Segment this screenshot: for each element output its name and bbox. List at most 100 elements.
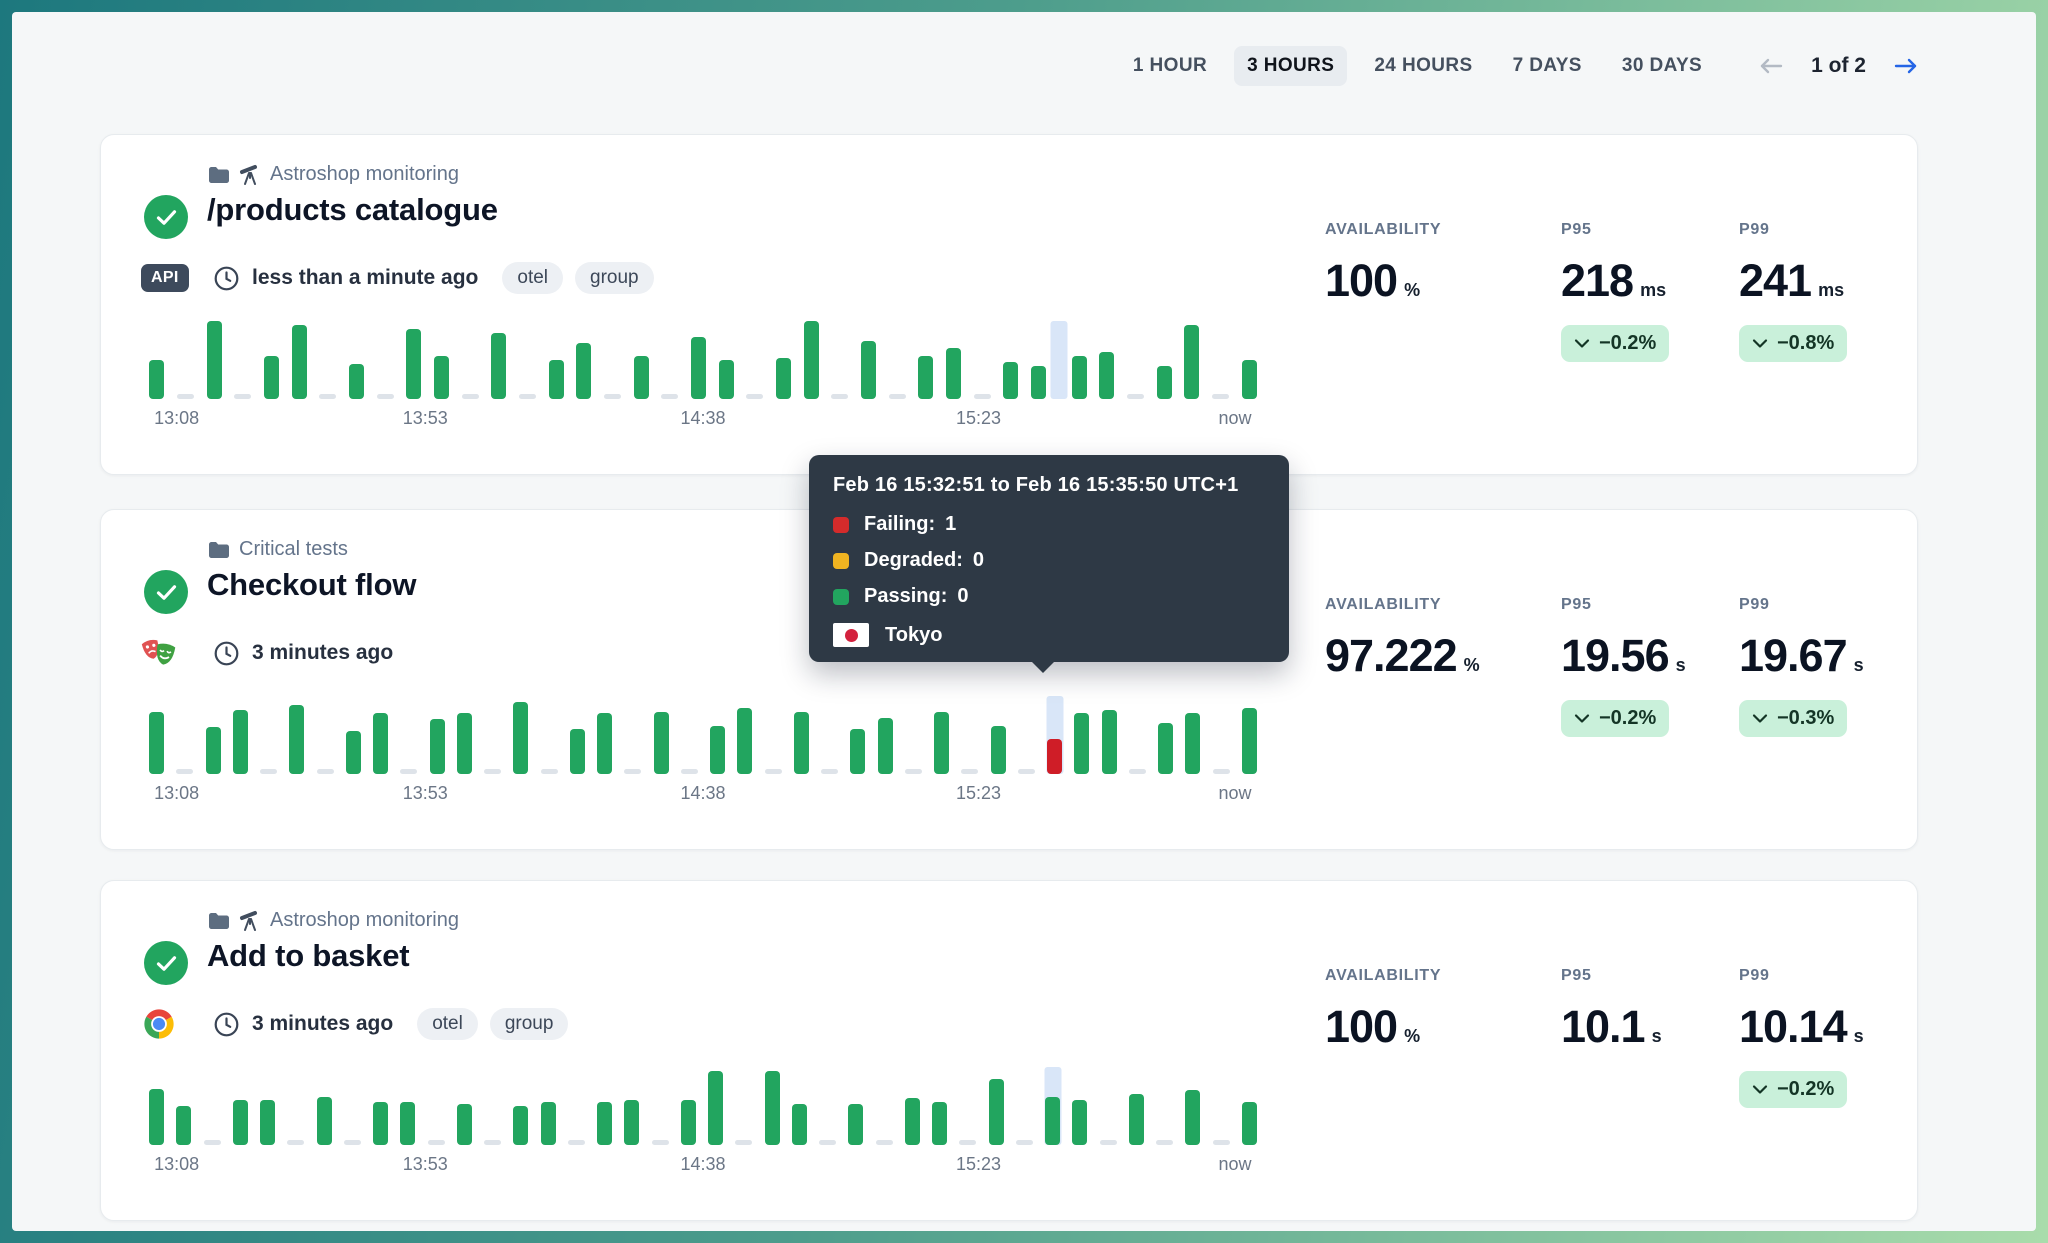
passing-run-bar[interactable] [1241, 707, 1257, 774]
chart-slot[interactable] [702, 1067, 729, 1145]
chart-slot[interactable] [842, 1067, 869, 1145]
failing-run-bar[interactable] [1047, 738, 1063, 774]
passing-run-bar[interactable] [349, 363, 365, 399]
chart-slot[interactable] [928, 696, 955, 774]
chart-slot[interactable] [478, 696, 507, 774]
passing-run-bar[interactable] [232, 710, 248, 774]
passing-run-bar[interactable] [904, 1098, 920, 1145]
chart-slot[interactable] [855, 321, 883, 399]
chart-slot[interactable] [788, 696, 815, 774]
chart-slot[interactable] [940, 321, 968, 399]
passing-run-bar[interactable] [633, 356, 649, 399]
passing-run-bar[interactable] [289, 705, 305, 774]
passing-run-bar[interactable] [990, 725, 1006, 774]
chart-slot[interactable] [1206, 321, 1236, 399]
chart-slot[interactable] [338, 1067, 367, 1145]
tab-3-hours[interactable]: 3 HOURS [1234, 46, 1348, 86]
chart-slot[interactable] [283, 696, 310, 774]
chart-slot[interactable] [422, 1067, 451, 1145]
passing-run-bar[interactable] [1071, 356, 1087, 399]
passing-run-bar[interactable] [205, 727, 221, 774]
chart-slot[interactable] [1012, 696, 1041, 774]
passing-run-bar[interactable] [848, 1104, 864, 1145]
chart-slot[interactable] [1152, 696, 1179, 774]
chart-slot[interactable] [562, 1067, 591, 1145]
chart-slot[interactable] [731, 696, 758, 774]
chart-slot[interactable] [770, 321, 798, 399]
passing-run-bar[interactable] [680, 1099, 696, 1145]
passing-run-bar[interactable] [597, 1102, 613, 1145]
passing-run-bar[interactable] [291, 324, 307, 399]
breadcrumb[interactable]: Astroshop monitoring [208, 909, 459, 932]
chart-slot[interactable] [1050, 321, 1068, 399]
chart-slot[interactable] [591, 1067, 618, 1145]
chart-slot[interactable] [535, 1067, 562, 1145]
passing-run-bar[interactable] [316, 1096, 332, 1145]
chart-slot[interactable] [899, 696, 928, 774]
chart-slot[interactable] [1207, 696, 1236, 774]
results-bar-chart[interactable]: 13:08 13:53 14:38 15:23 now [143, 1067, 1263, 1175]
passing-run-bar[interactable] [1099, 352, 1115, 399]
breadcrumb[interactable]: Critical tests [208, 538, 348, 561]
passing-run-bar[interactable] [406, 328, 422, 399]
passing-run-bar[interactable] [597, 713, 613, 774]
chart-slot[interactable] [1121, 321, 1151, 399]
chart-slot[interactable] [1235, 321, 1263, 399]
passing-run-bar[interactable] [1241, 1102, 1257, 1145]
passing-run-bar[interactable] [918, 356, 934, 399]
results-bar-chart[interactable]: 13:08 13:53 14:38 15:23 now [143, 321, 1263, 429]
chart-slot[interactable] [598, 321, 628, 399]
chart-slot[interactable] [200, 321, 228, 399]
passing-run-bar[interactable] [1185, 713, 1201, 774]
chart-slot[interactable] [542, 321, 570, 399]
passing-run-bar[interactable] [548, 360, 564, 399]
chart-slot[interactable] [394, 696, 423, 774]
chart-slot[interactable] [983, 1067, 1010, 1145]
passing-run-bar[interactable] [1128, 1094, 1144, 1145]
tag-pill[interactable]: group [575, 262, 654, 294]
chart-slot[interactable] [285, 321, 313, 399]
passing-run-bar[interactable] [540, 1102, 556, 1145]
passing-run-bar[interactable] [1156, 366, 1172, 399]
chart-slot[interactable] [311, 696, 340, 774]
passing-run-bar[interactable] [1072, 1099, 1088, 1145]
chart-slot[interactable] [370, 321, 400, 399]
passing-run-bar[interactable] [149, 711, 165, 774]
passing-run-bar[interactable] [850, 728, 866, 774]
chart-slot[interactable] [815, 696, 844, 774]
chart-slot[interactable] [1178, 321, 1206, 399]
chart-slot[interactable] [899, 1067, 926, 1145]
chart-slot[interactable] [428, 321, 456, 399]
chart-slot[interactable] [926, 1067, 953, 1145]
chart-slot[interactable] [513, 321, 543, 399]
passing-run-bar[interactable] [988, 1078, 1004, 1145]
chart-slot[interactable] [844, 696, 871, 774]
chart-slot[interactable] [367, 1067, 394, 1145]
passing-run-bar[interactable] [653, 711, 669, 774]
passing-run-bar[interactable] [429, 719, 445, 774]
chart-slot[interactable] [367, 696, 394, 774]
passing-run-bar[interactable] [803, 321, 819, 399]
chart-slot[interactable] [170, 696, 199, 774]
chart-slot[interactable] [1093, 321, 1121, 399]
check-title[interactable]: Add to basket [207, 938, 410, 973]
passing-run-bar[interactable] [1045, 1096, 1061, 1145]
chart-slot[interactable] [1236, 696, 1263, 774]
passing-run-bar[interactable] [1101, 710, 1117, 774]
chart-slot[interactable] [281, 1067, 310, 1145]
tab-24-hours[interactable]: 24 HOURS [1374, 55, 1473, 76]
chart-slot[interactable] [591, 696, 618, 774]
chart-slot[interactable] [712, 321, 740, 399]
next-page-arrow-icon[interactable] [1892, 56, 1920, 76]
chart-slot[interactable] [825, 321, 855, 399]
chart-slot[interactable] [311, 1067, 338, 1145]
tag-pill[interactable]: group [489, 1008, 569, 1040]
passing-run-bar[interactable] [434, 356, 450, 399]
passing-run-bar[interactable] [934, 711, 950, 774]
passing-run-bar[interactable] [776, 358, 792, 399]
chart-slot[interactable] [143, 321, 171, 399]
passing-run-bar[interactable] [513, 702, 529, 774]
passing-run-bar[interactable] [456, 713, 472, 774]
chart-slot[interactable] [227, 696, 254, 774]
chart-slot[interactable] [618, 1067, 645, 1145]
